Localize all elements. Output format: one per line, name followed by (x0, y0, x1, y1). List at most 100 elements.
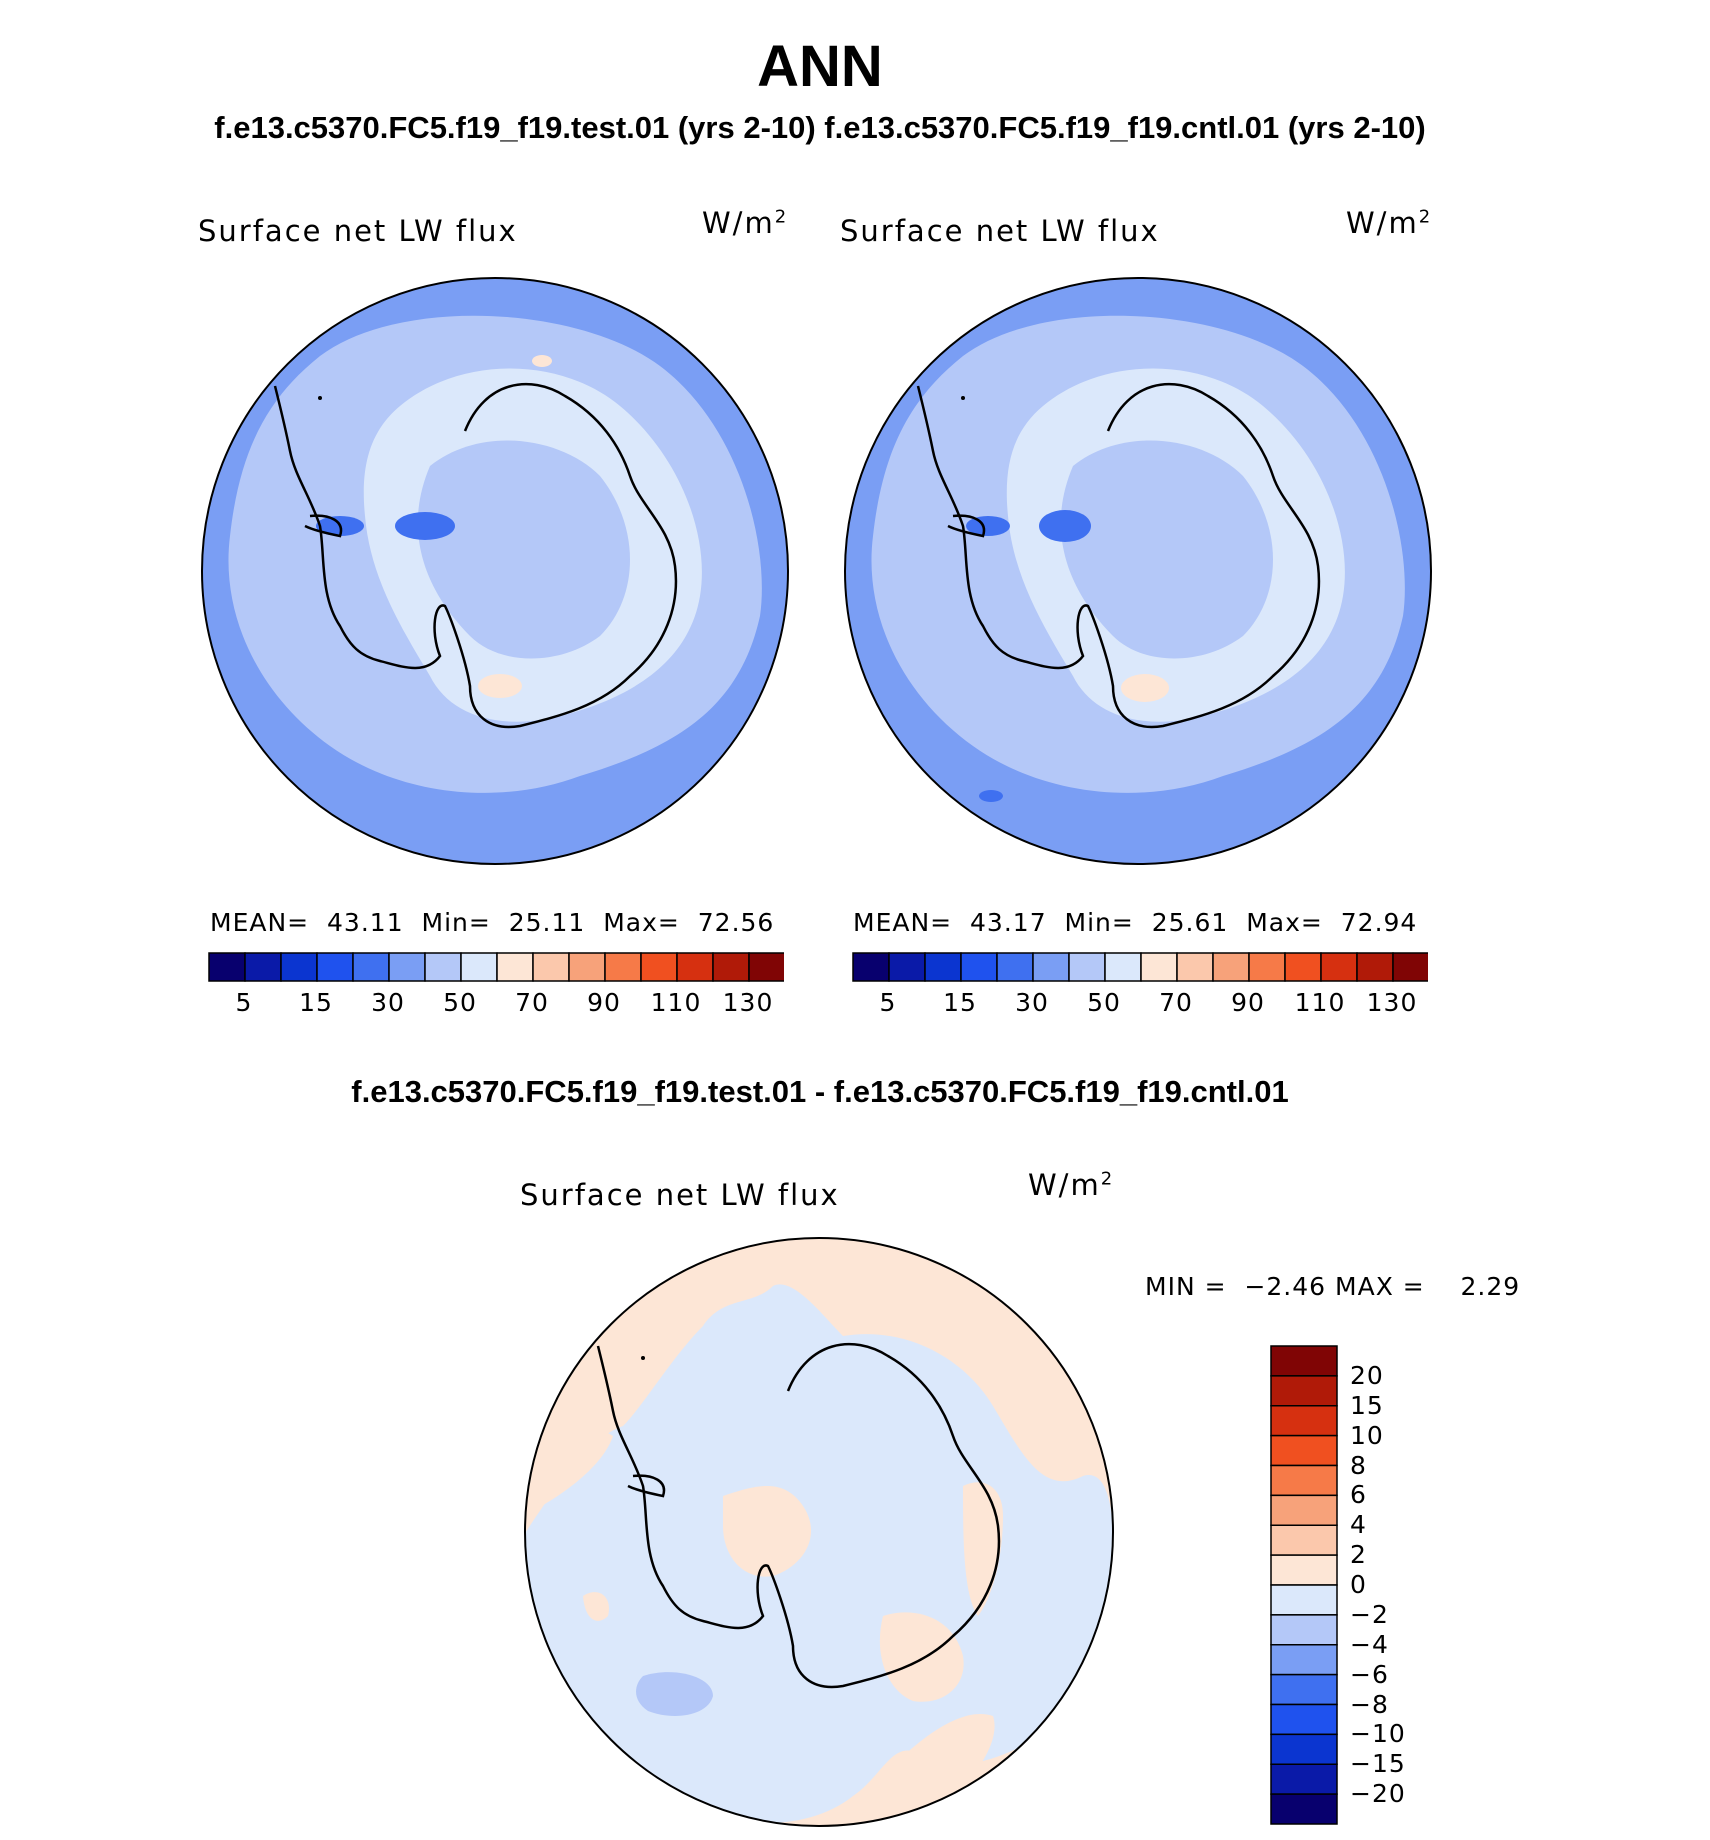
colorbar-tick-label: 15 (299, 988, 333, 1017)
colorbar-cell (1068, 952, 1106, 982)
map-fill-negative-strong (636, 1672, 713, 1716)
colorbar-cell (748, 952, 784, 982)
panel2-units: W/m2 (1346, 206, 1433, 240)
coastline (947, 514, 986, 538)
coastline (216, 464, 220, 468)
colorbar-cell (852, 952, 890, 982)
coastline (539, 1424, 543, 1428)
colorbar-cell (1270, 1554, 1338, 1586)
map-fill-low-region (395, 512, 455, 540)
panel1-field-label: Surface net LW flux (198, 214, 518, 248)
coastline (273, 382, 678, 729)
colorbar-cell (1320, 952, 1358, 982)
colorbar-cell (1270, 1584, 1338, 1616)
colorbar-cell (1392, 952, 1428, 982)
colorbar-tick-label: 50 (1087, 988, 1121, 1017)
map-boundary (524, 1237, 1114, 1827)
diff-stats: MIN = −2.46 MAX = 2.29 (1145, 1272, 1521, 1301)
map-fill-interior (1060, 440, 1273, 659)
colorbar-cell (1270, 1733, 1338, 1765)
panel1-units: W/m2 (702, 206, 789, 240)
colorbar-cell (1176, 952, 1214, 982)
map-fill-positive (723, 1486, 812, 1577)
diff-field-label: Surface net LW flux (520, 1178, 840, 1212)
map-boundary (844, 277, 1432, 865)
colorbar-cell (244, 952, 282, 982)
colorbar-tick-label: 15 (943, 988, 977, 1017)
map-fill-interior (417, 440, 630, 659)
colorbar-cell (996, 952, 1034, 982)
colorbar-tick-label: 20 (1350, 1360, 1384, 1390)
colorbar-tick-label: 110 (1294, 988, 1346, 1017)
coastline (859, 464, 863, 468)
coastline (596, 1342, 1001, 1689)
diff-units: W/m2 (1028, 1168, 1115, 1202)
colorbar-cell (1270, 1673, 1338, 1706)
colorbar-cell (280, 952, 318, 982)
colorbar-cell (1212, 952, 1250, 982)
colorbar-cell (676, 952, 714, 982)
map-fill-positive (963, 1482, 1003, 1616)
difference-polar-map (524, 1237, 1114, 1827)
map-fill-positive (525, 1425, 613, 1516)
colorbar-tick-label: 6 (1350, 1480, 1367, 1510)
coastline (318, 396, 322, 400)
colorbar-cell (208, 952, 246, 982)
colorbar-tick-label: 110 (650, 988, 702, 1017)
colorbar-tick-label: 15 (1350, 1390, 1384, 1420)
panel1-colorbar (208, 952, 784, 982)
colorbar-cell (1104, 952, 1142, 982)
colorbar-cell (1270, 1703, 1338, 1736)
panel1-stats: MEAN= 43.11 Min= 25.11 Max= 72.56 (210, 908, 775, 937)
colorbar-tick-label: −10 (1350, 1719, 1406, 1749)
colorbar-tick-label: 130 (1366, 988, 1418, 1017)
colorbar-tick-label: 5 (235, 988, 253, 1017)
map-fill-low-region (979, 790, 1003, 802)
coastline (916, 382, 1321, 729)
colorbar-tick-label: −20 (1350, 1779, 1406, 1809)
colorbar-cell (1284, 952, 1322, 982)
panel2-stats: MEAN= 43.17 Min= 25.61 Max= 72.94 (853, 908, 1418, 937)
colorbar-tick-label: −6 (1350, 1659, 1389, 1689)
map-fill-warm-region (478, 674, 522, 698)
colorbar-cell (1356, 952, 1394, 982)
colorbar-cell (712, 952, 750, 982)
colorbar-cell (496, 952, 534, 982)
colorbar-tick-label: −4 (1350, 1629, 1389, 1659)
colorbar-cell (960, 952, 998, 982)
colorbar-tick-label: 30 (1015, 988, 1049, 1017)
colorbar-cell (1270, 1614, 1338, 1646)
colorbar-cell (460, 952, 498, 982)
colorbar-cell (568, 952, 606, 982)
colorbar-cell (388, 952, 426, 982)
panel2-colorbar (852, 952, 1428, 982)
panel1-polar-map (201, 277, 789, 865)
colorbar-cell (924, 952, 962, 982)
difference-title: f.e13.c5370.FC5.f19_f19.test.01 - f.e13.… (351, 1074, 1289, 1109)
panel1-colorbar-ticks: 5 15 30 50 70 90 110 130 (208, 988, 784, 1022)
colorbar-tick-label: 50 (443, 988, 477, 1017)
colorbar-tick-label: 10 (1350, 1420, 1384, 1450)
colorbar-cell (1032, 952, 1070, 982)
colorbar-cell (424, 952, 462, 982)
colorbar-cell (532, 952, 570, 982)
colorbar-cell (1270, 1644, 1338, 1676)
figure-title: ANN (757, 34, 883, 99)
coastline (627, 1474, 666, 1498)
map-fill-low-region (1039, 510, 1091, 542)
colorbar-tick-label: 30 (371, 988, 405, 1017)
colorbar-tick-label: −15 (1350, 1749, 1406, 1779)
map-fill-positive (583, 1592, 609, 1621)
colorbar-tick-label: 70 (515, 988, 549, 1017)
panel2-polar-map (844, 277, 1432, 865)
panel2-colorbar-ticks: 5 15 30 50 70 90 110 130 (852, 988, 1428, 1022)
map-fill-positive (890, 1714, 995, 1816)
coastline (304, 514, 343, 538)
map-fill-low-region (966, 516, 1010, 536)
colorbar-cell (1270, 1763, 1338, 1795)
colorbar-cell (1140, 952, 1178, 982)
colorbar-tick-label: 8 (1350, 1450, 1367, 1480)
colorbar-tick-label: 2 (1350, 1540, 1367, 1570)
panel2-field-label: Surface net LW flux (840, 214, 1160, 248)
colorbar-tick-label: 5 (879, 988, 897, 1017)
